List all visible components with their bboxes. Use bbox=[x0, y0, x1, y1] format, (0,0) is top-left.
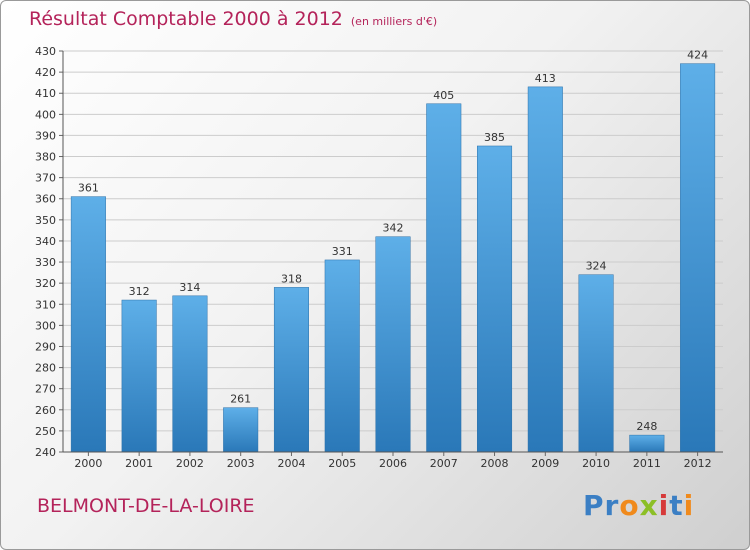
y-tick-label: 390 bbox=[35, 129, 56, 142]
x-tick-label: 2010 bbox=[582, 457, 610, 470]
data-label: 324 bbox=[586, 260, 607, 273]
x-tick-label: 2000 bbox=[74, 457, 102, 470]
x-tick-label: 2005 bbox=[328, 457, 356, 470]
x-tick-label: 2003 bbox=[227, 457, 255, 470]
bar bbox=[527, 86, 563, 453]
logo-part: x bbox=[639, 489, 659, 522]
y-tick-label: 250 bbox=[35, 425, 56, 438]
y-tick-label: 400 bbox=[35, 108, 56, 121]
y-tick-label: 300 bbox=[35, 319, 56, 332]
data-label: 248 bbox=[636, 420, 657, 433]
data-label: 314 bbox=[179, 281, 200, 294]
data-label: 261 bbox=[230, 393, 251, 406]
proxiti-logo: Proxiti bbox=[583, 489, 694, 522]
data-label: 312 bbox=[129, 285, 150, 298]
y-tick-label: 260 bbox=[35, 404, 56, 417]
data-label: 424 bbox=[687, 49, 708, 62]
y-tick-label: 320 bbox=[35, 277, 56, 290]
y-tick-label: 420 bbox=[35, 66, 56, 79]
bar bbox=[578, 274, 614, 453]
x-tick-label: 2012 bbox=[684, 457, 712, 470]
data-label: 413 bbox=[535, 72, 556, 85]
y-tick-label: 350 bbox=[35, 214, 56, 227]
y-tick-label: 370 bbox=[35, 172, 56, 185]
y-tick-label: 430 bbox=[35, 45, 56, 58]
y-tick-label: 380 bbox=[35, 151, 56, 164]
bar bbox=[121, 299, 157, 453]
bar bbox=[680, 63, 716, 453]
bar bbox=[629, 434, 665, 453]
x-tick-label: 2007 bbox=[430, 457, 458, 470]
bar bbox=[477, 145, 513, 453]
data-label: 361 bbox=[78, 182, 99, 195]
bar bbox=[375, 236, 411, 453]
y-tick-label: 360 bbox=[35, 193, 56, 206]
y-tick-label: 240 bbox=[35, 446, 56, 459]
logo-part: i bbox=[658, 489, 670, 522]
data-label: 342 bbox=[383, 222, 404, 235]
bar bbox=[426, 103, 462, 453]
y-tick-label: 340 bbox=[35, 235, 56, 248]
bar bbox=[324, 259, 360, 453]
x-tick-label: 2011 bbox=[633, 457, 661, 470]
y-tick-label: 270 bbox=[35, 383, 56, 396]
data-label: 385 bbox=[484, 131, 505, 144]
x-tick-label: 2009 bbox=[531, 457, 559, 470]
y-tick-label: 280 bbox=[35, 362, 56, 375]
data-label: 405 bbox=[433, 89, 454, 102]
commune-name: BELMONT-DE-LA-LOIRE bbox=[37, 495, 255, 517]
y-tick-label: 410 bbox=[35, 87, 56, 100]
bar bbox=[70, 196, 106, 453]
bar bbox=[223, 407, 259, 453]
x-tick-label: 2004 bbox=[277, 457, 305, 470]
chart-subtitle: (en milliers d'€) bbox=[350, 15, 438, 28]
data-label: 318 bbox=[281, 272, 302, 285]
x-tick-label: 2008 bbox=[481, 457, 509, 470]
chart-title-text: Résultat Comptable 2000 à 2012 bbox=[29, 8, 343, 30]
data-label: 331 bbox=[332, 245, 353, 258]
logo-part: t bbox=[669, 489, 684, 522]
y-tick-label: 330 bbox=[35, 256, 56, 269]
logo-part: Pr bbox=[583, 489, 620, 522]
logo-part: i bbox=[683, 489, 695, 522]
y-tick-label: 310 bbox=[35, 298, 56, 311]
x-tick-label: 2006 bbox=[379, 457, 407, 470]
axes: 240 250 260 270 280 290 300 310 320 330 340 350 360 3… bbox=[35, 45, 723, 470]
bars: 361 312 314 261 318 331 342 405 385 413 324 248 424 bbox=[70, 49, 716, 453]
bar bbox=[273, 287, 309, 453]
logo-part: o bbox=[619, 489, 640, 522]
y-tick-label: 290 bbox=[35, 340, 56, 353]
x-tick-label: 2001 bbox=[125, 457, 153, 470]
chart-title: Résultat Comptable 2000 à 2012 (en millie… bbox=[29, 8, 437, 30]
bar bbox=[172, 295, 208, 453]
x-tick-label: 2002 bbox=[176, 457, 204, 470]
